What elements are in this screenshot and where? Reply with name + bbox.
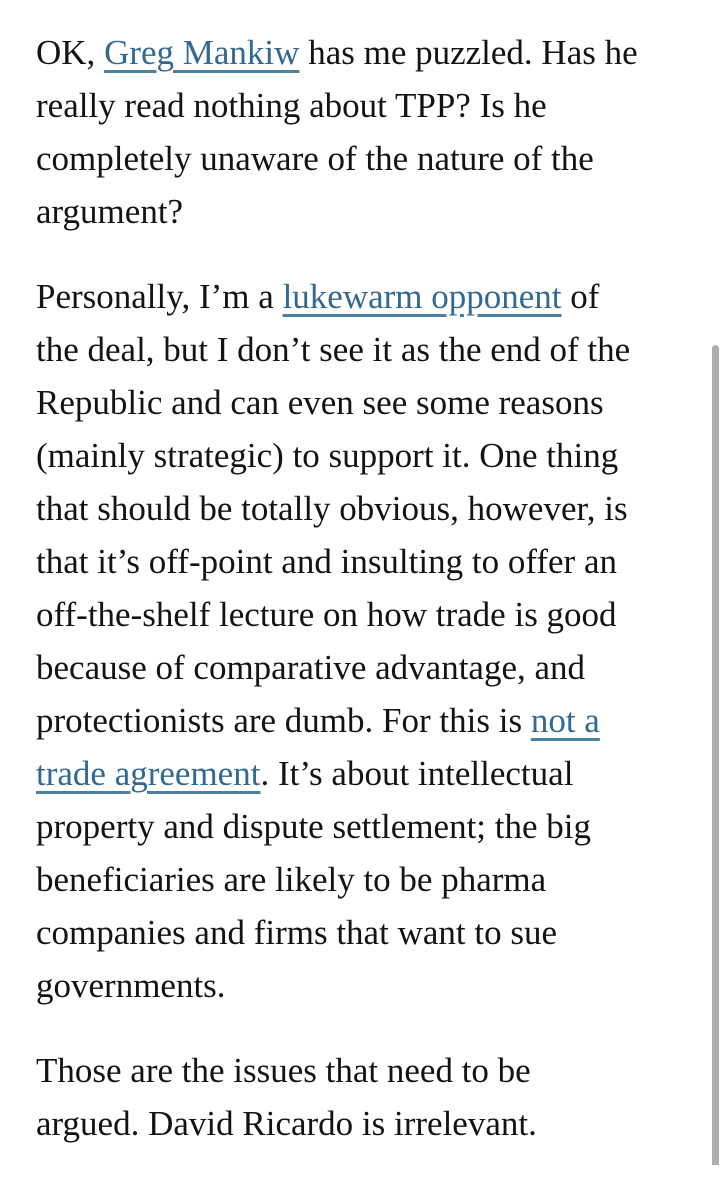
text-line: that it’s off-point and insulting to off… (36, 535, 696, 588)
text-run: off-the-shelf lecture on how trade is go… (36, 595, 617, 634)
text-run: governments. (36, 966, 226, 1005)
text-line: completely unaware of the nature of the (36, 132, 696, 185)
link-not-a-trade-agreement[interactable]: trade agreement (36, 754, 261, 793)
paragraph: Those are the issues that need to be argu… (36, 1044, 696, 1150)
text-run: that it’s off-point and insulting to off… (36, 542, 617, 581)
text-run: beneficiaries are likely to be pharma (36, 860, 547, 899)
text-line: property and dispute settlement; the big (36, 800, 696, 853)
text-line: Those are the issues that need to be (36, 1044, 696, 1097)
paragraph: Personally, I’m a lukewarm opponent of th… (36, 270, 696, 1012)
text-run: property and dispute settlement; the big (36, 807, 592, 846)
text-run: Personally, I’m a (36, 277, 283, 316)
text-run: . It’s about intellectual (260, 754, 574, 793)
text-run: has me puzzled. Has he (299, 33, 638, 72)
link-lukewarm-opponent[interactable]: lukewarm opponent (282, 277, 562, 316)
text-run: that should be totally obvious, however,… (36, 489, 628, 528)
link-greg-mankiw[interactable]: Greg Mankiw (104, 33, 300, 72)
text-run: completely unaware of the nature of the (36, 139, 594, 178)
text-line: (mainly strategic) to support it. One th… (36, 429, 696, 482)
text-line: Personally, I’m a lukewarm opponent of (36, 270, 696, 323)
text-line: beneficiaries are likely to be pharma (36, 853, 696, 906)
text-line: companies and firms that want to sue (36, 906, 696, 959)
text-line: off-the-shelf lecture on how trade is go… (36, 588, 696, 641)
text-line: really read nothing about TPP? Is he (36, 79, 696, 132)
text-run: Republic and can even see some reasons (36, 383, 604, 422)
text-line: that should be totally obvious, however,… (36, 482, 696, 535)
text-line: the deal, but I don’t see it as the end … (36, 323, 696, 376)
text-run: (mainly strategic) to support it. One th… (36, 436, 619, 475)
text-run: really read nothing about TPP? Is he (36, 86, 547, 125)
text-run: companies and firms that want to sue (36, 913, 557, 952)
text-run: protectionists are dumb. For this is (36, 701, 531, 740)
text-run: the deal, but I don’t see it as the end … (36, 330, 631, 369)
text-line: because of comparative advantage, and (36, 641, 696, 694)
link-not-a-trade-agreement[interactable]: not a (530, 701, 600, 740)
text-line: OK, Greg Mankiw has me puzzled. Has he (36, 26, 696, 79)
scrollbar-thumb[interactable] (712, 345, 719, 1165)
text-run: of (561, 277, 600, 316)
text-run: Those are the issues that need to be (36, 1051, 531, 1090)
paragraph: OK, Greg Mankiw has me puzzled. Has he re… (36, 26, 696, 238)
text-line: protectionists are dumb. For this is not… (36, 694, 696, 747)
text-run: OK, (36, 33, 105, 72)
text-line: argued. David Ricardo is irrelevant. (36, 1097, 696, 1150)
text-line: Republic and can even see some reasons (36, 376, 696, 429)
text-run: because of comparative advantage, and (36, 648, 586, 687)
text-run: argument? (36, 192, 184, 231)
text-line: governments. (36, 959, 696, 1012)
text-run: argued. David Ricardo is irrelevant. (36, 1104, 537, 1143)
text-line: trade agreement. It’s about intellectual (36, 747, 696, 800)
text-line: argument? (36, 185, 696, 238)
